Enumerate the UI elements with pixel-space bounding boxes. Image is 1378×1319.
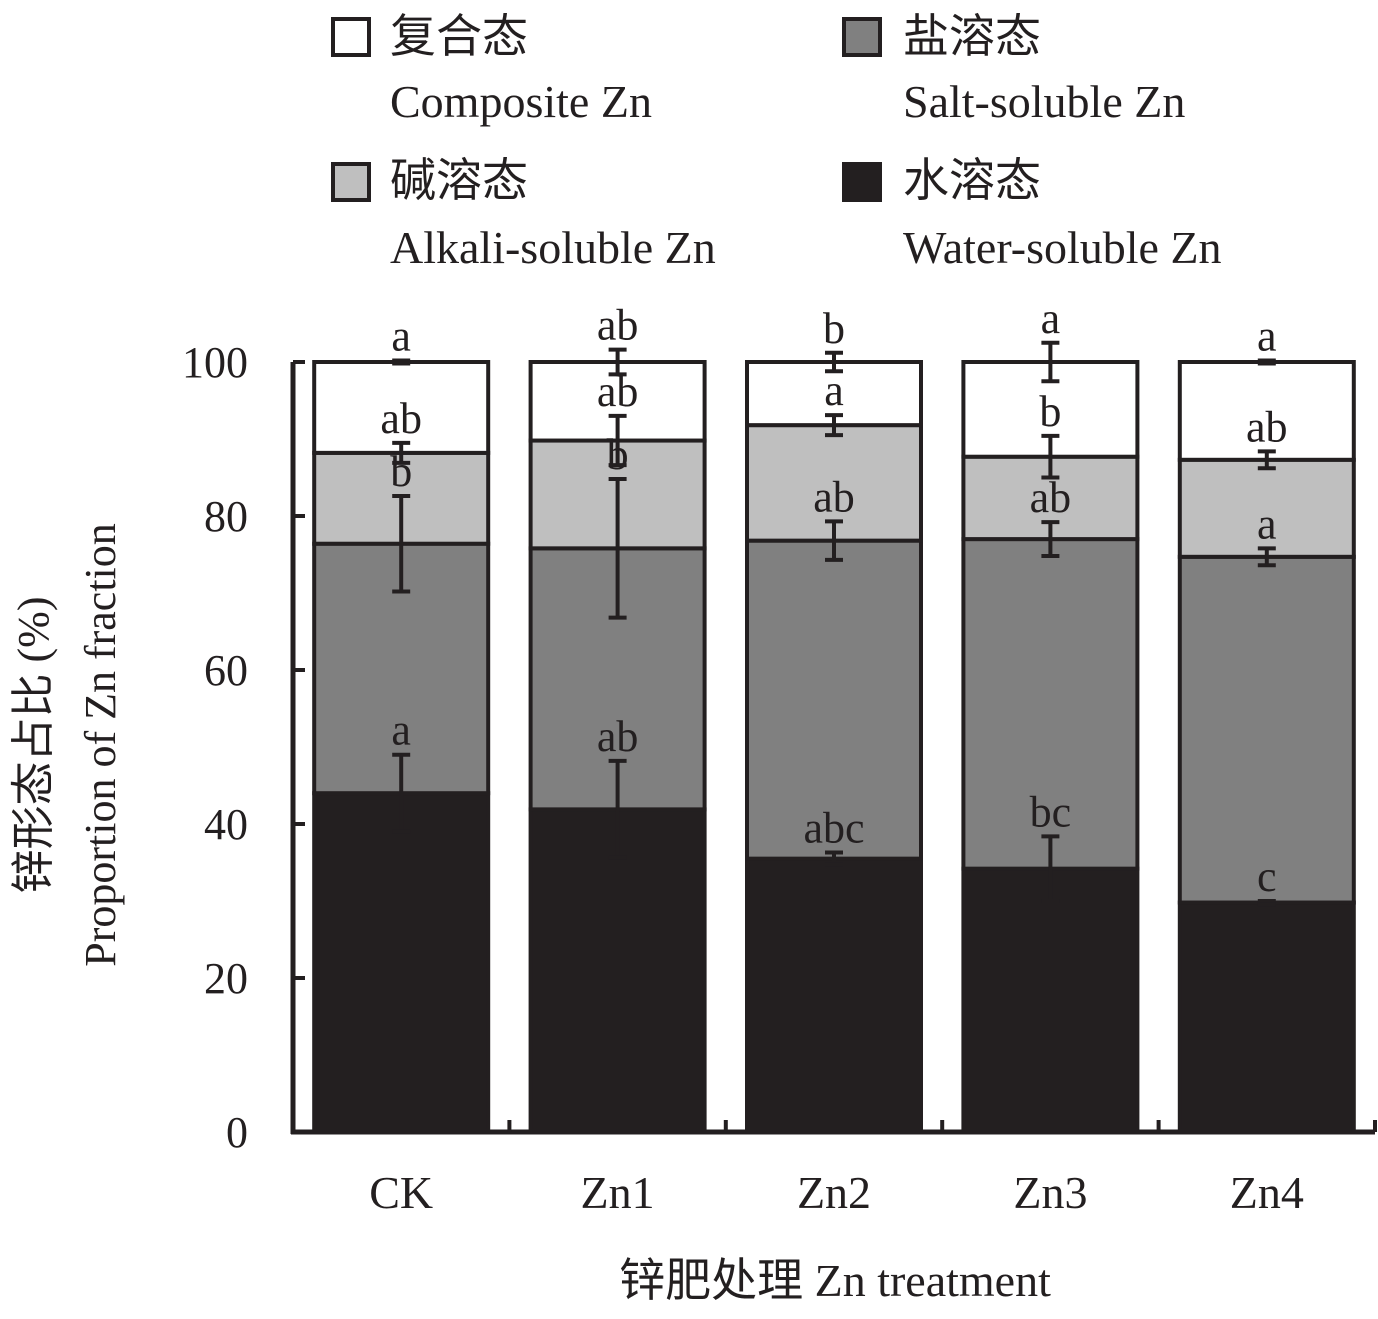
- significance-letter-zn3-2: b: [1039, 387, 1061, 436]
- significance-letter-ck-0: a: [391, 706, 411, 755]
- legend-label-cn-alkali: 碱溶态: [390, 155, 528, 206]
- legend-label-cn-water: 水溶态: [903, 155, 1041, 206]
- legend-label-en-alkali: Alkali-soluble Zn: [390, 222, 716, 273]
- y-tick-label-80: 80: [204, 492, 248, 541]
- bar-segment-zn2-0: [745, 856, 923, 1135]
- x-tick-label-zn1: Zn1: [581, 1167, 655, 1218]
- bar-segment-zn3-0: [961, 866, 1140, 1134]
- plot-area: ababaabbabababcababbcabbacaaba0204060801…: [182, 294, 1377, 1218]
- y-tick-label-20: 20: [204, 954, 248, 1003]
- bar-segment-zn1-0: [528, 807, 707, 1134]
- significance-letter-zn3-0: bc: [1030, 787, 1072, 836]
- legend-swatch-salt: [842, 17, 882, 57]
- x-tick-label-zn2: Zn2: [797, 1167, 871, 1218]
- bar-segment-zn4-0: [1177, 900, 1356, 1134]
- significance-letter-zn4-0: c: [1257, 852, 1277, 901]
- significance-letter-zn2-3: b: [823, 304, 845, 353]
- significance-letter-ck-2: ab: [380, 394, 422, 443]
- significance-letter-zn3-1: ab: [1030, 473, 1072, 522]
- x-tick-label-ck: CK: [369, 1167, 433, 1218]
- y-tick-label-100: 100: [182, 338, 248, 387]
- legend-label-en-salt: Salt-soluble Zn: [903, 76, 1185, 127]
- significance-letter-zn1-0: ab: [597, 712, 639, 761]
- bar-segment-ck-0: [312, 791, 491, 1134]
- legend-swatch-alkali: [331, 162, 371, 202]
- legend-label-cn-salt: 盐溶态: [903, 11, 1041, 62]
- significance-letter-ck-1: b: [390, 447, 412, 496]
- legend-label-en-water: Water-soluble Zn: [903, 222, 1222, 273]
- bar-segment-zn4-1: [1177, 554, 1356, 905]
- legend-label-en-composite: Composite Zn: [390, 76, 652, 127]
- y-tick-label-0: 0: [226, 1108, 248, 1157]
- legend-item-salt: 盐溶态 Salt-soluble Zn: [842, 11, 1185, 127]
- significance-letter-zn4-3: a: [1257, 311, 1277, 360]
- y-tick-label-40: 40: [204, 800, 248, 849]
- y-tick-label-60: 60: [204, 646, 248, 695]
- significance-letter-zn2-1: ab: [813, 472, 855, 521]
- y-axis-title-en: Proportion of Zn fraction: [76, 523, 125, 967]
- bar-segment-zn2-1: [745, 538, 923, 861]
- y-axis-title-cn: 锌形态占比 (%): [9, 597, 58, 894]
- legend-item-water: 水溶态 Water-soluble Zn: [842, 155, 1222, 273]
- legend: 复合态 Composite Zn 盐溶态 Salt-soluble Zn 碱溶态…: [331, 11, 1222, 273]
- significance-letter-zn4-2: ab: [1246, 402, 1288, 451]
- legend-swatch-water: [842, 162, 882, 202]
- significance-letter-zn2-0: abc: [803, 803, 864, 852]
- x-tick-label-zn4: Zn4: [1230, 1167, 1304, 1218]
- significance-letter-zn3-3: a: [1041, 294, 1061, 343]
- x-axis-title: 锌肥处理 Zn treatment: [619, 1255, 1051, 1306]
- legend-label-cn-composite: 复合态: [390, 11, 528, 62]
- significance-letter-zn2-2: a: [824, 366, 844, 415]
- significance-letter-ck-3: a: [391, 311, 411, 360]
- x-tick-label-zn3: Zn3: [1013, 1167, 1087, 1218]
- bar-segment-zn3-1: [961, 537, 1140, 871]
- legend-swatch-composite: [331, 17, 371, 57]
- legend-item-alkali: 碱溶态 Alkali-soluble Zn: [331, 155, 716, 273]
- significance-letter-zn4-1: a: [1257, 499, 1277, 548]
- legend-item-composite: 复合态 Composite Zn: [331, 11, 652, 127]
- y-axis-title: 锌形态占比 (%) Proportion of Zn fraction: [9, 523, 125, 967]
- significance-letter-zn1-3: ab: [597, 301, 639, 350]
